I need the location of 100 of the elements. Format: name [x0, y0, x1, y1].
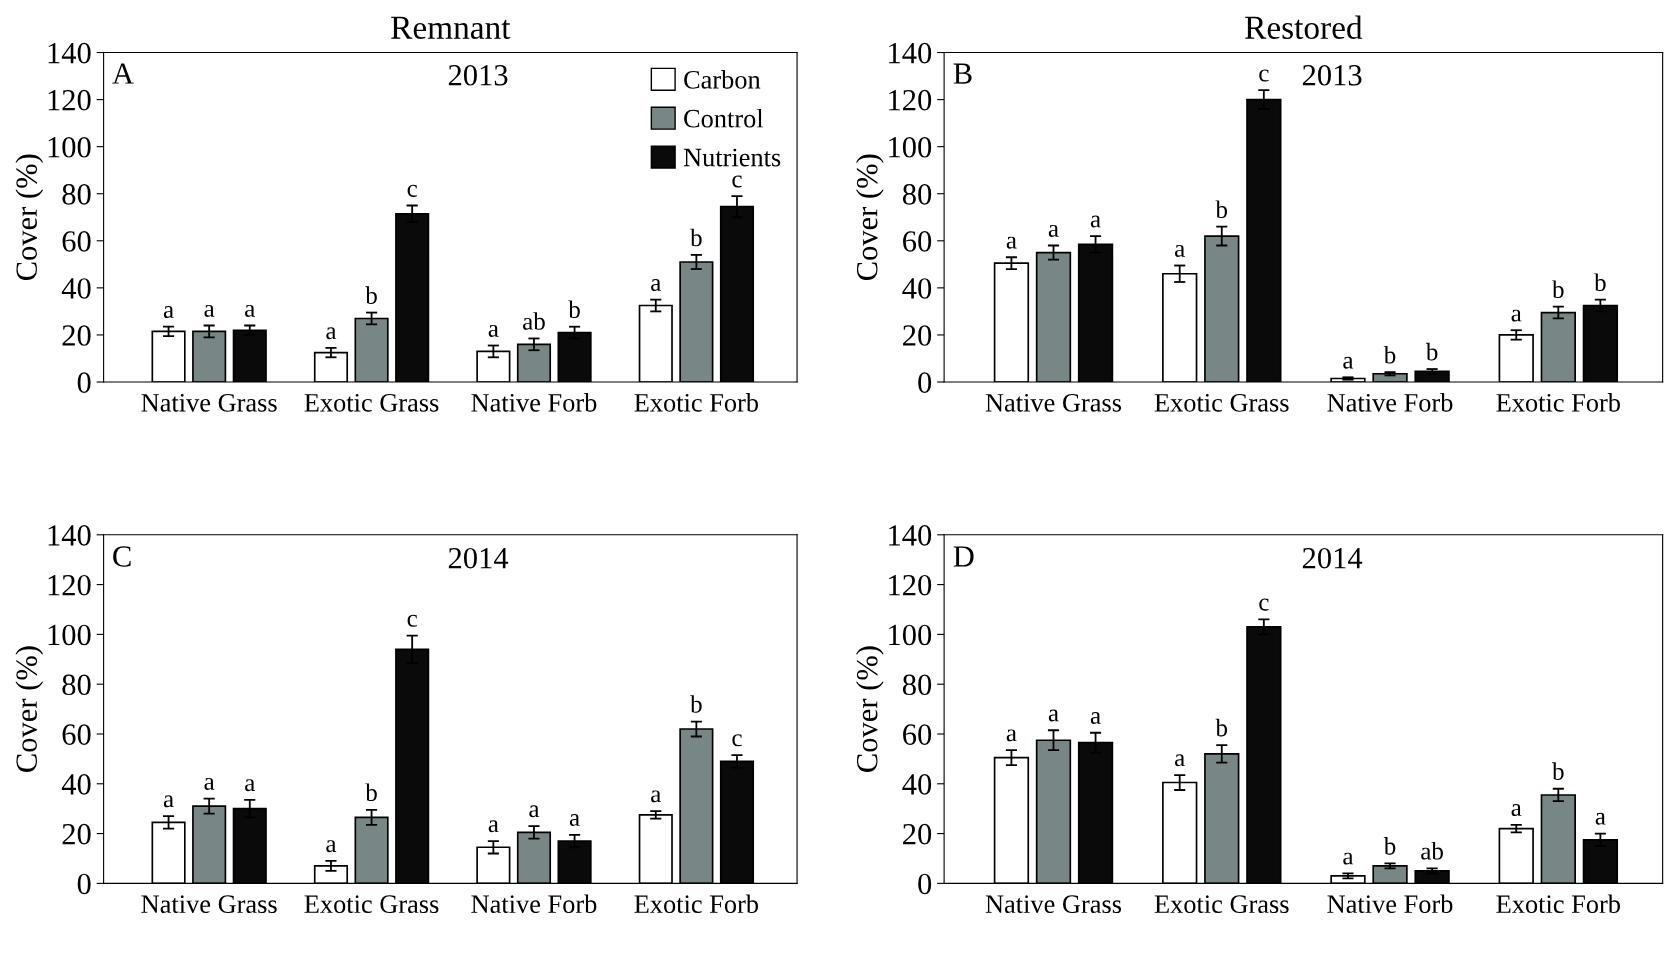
y-axis-title: Cover (%) [855, 154, 884, 281]
data-label: a [488, 820, 499, 833]
data-label: b [1552, 762, 1564, 780]
data-label: a [204, 304, 215, 317]
annotation: 2013 [1302, 64, 1362, 86]
data-label: b [1215, 200, 1228, 219]
annotation: B [953, 63, 972, 84]
data-label: b [1383, 345, 1396, 364]
data-label: b [1215, 718, 1228, 737]
annotation: A [112, 63, 134, 84]
y-tick-label: 140 [889, 525, 932, 546]
x-tick-label: Exotic Grass [304, 393, 439, 412]
data-label: a [569, 814, 580, 827]
y-tick-label: 80 [902, 674, 932, 696]
x-tick-label: Native Forb [471, 894, 597, 914]
chart-title: Remnant [391, 16, 511, 39]
data-label: a [163, 795, 174, 808]
data-label: b [365, 286, 377, 304]
y-tick-label: 0 [77, 372, 91, 393]
y-tick-label: 120 [48, 574, 91, 596]
data-label: c [1259, 69, 1269, 82]
data-label: a [1090, 711, 1101, 724]
y-tick-label: 100 [889, 624, 932, 646]
x-tick-label: Native Forb [1327, 894, 1453, 914]
y-tick-label: 120 [889, 574, 932, 596]
x-tick-label: Exotic Grass [1154, 895, 1289, 914]
data-label: a [529, 805, 540, 818]
data-label: a [651, 279, 661, 292]
y-tick-label: 40 [902, 278, 932, 299]
x-tick-label: Exotic Grass [1154, 393, 1289, 412]
y-tick-label: 80 [902, 184, 932, 205]
annotation: D [953, 546, 974, 567]
y-tick-label: 40 [61, 774, 91, 795]
y-tick-label: 100 [889, 136, 932, 158]
x-tick-label: Exotic Forb [634, 894, 759, 914]
data-label: a [651, 790, 661, 803]
x-tick-label: Native Grass [985, 393, 1122, 412]
data-label: a [1006, 729, 1017, 742]
data-label: c [407, 184, 417, 197]
x-tick-label: Native Forb [1327, 393, 1453, 412]
y-tick-label: 120 [889, 89, 932, 111]
data-label: ab [1421, 842, 1443, 860]
data-label: a [163, 306, 174, 319]
data-label: a [245, 779, 255, 792]
data-label: b [1383, 837, 1396, 855]
data-label: a [1175, 244, 1185, 257]
data-label: a [1048, 224, 1059, 237]
data-label: b [365, 783, 377, 802]
data-label: c [732, 734, 742, 747]
data-label: a [204, 777, 215, 790]
x-tick-label: Exotic Forb [634, 393, 759, 412]
legend-label: Carbon [684, 70, 761, 89]
data-label: c [407, 614, 417, 627]
x-tick-label: Exotic Forb [1496, 894, 1620, 914]
data-label: a [488, 324, 499, 337]
y-tick-label: 0 [918, 873, 932, 895]
y-tick-label: 20 [903, 823, 932, 845]
data-label: b [568, 300, 580, 319]
y-tick-label: 40 [61, 278, 91, 299]
data-label: a [1511, 309, 1522, 322]
chart-title: Restored [1245, 15, 1363, 39]
data-label: a [245, 304, 255, 317]
data-label: a [326, 327, 337, 340]
data-label: a [1048, 709, 1059, 722]
y-tick-label: 60 [62, 724, 91, 745]
y-axis-title: Cover (%) [855, 646, 884, 772]
annotation: C [113, 546, 131, 567]
data-label: b [1552, 280, 1564, 299]
y-axis-title: Cover (%) [15, 154, 44, 281]
data-label: c [1259, 598, 1269, 611]
y-tick-label: 40 [902, 774, 932, 795]
x-tick-label: Exotic Forb [1496, 393, 1620, 412]
y-tick-label: 100 [48, 136, 91, 158]
legend-label: Control [684, 108, 764, 128]
data-label: b [1594, 273, 1606, 292]
data-label: a [1090, 215, 1101, 228]
data-label: a [1343, 852, 1354, 865]
x-tick-label: Native Forb [471, 393, 597, 412]
legend-label: Nutrients [683, 148, 781, 167]
data-label: a [326, 840, 337, 853]
y-tick-label: 0 [918, 372, 932, 393]
y-tick-label: 140 [48, 42, 91, 64]
x-tick-label: Exotic Grass [304, 895, 439, 914]
y-tick-label: 100 [48, 624, 91, 646]
annotation: 2014 [448, 547, 509, 569]
y-tick-label: 60 [903, 724, 932, 745]
y-tick-label: 20 [62, 823, 91, 845]
y-tick-label: 80 [62, 674, 91, 696]
y-tick-label: 140 [889, 42, 932, 64]
y-axis-title: Cover (%) [15, 646, 44, 772]
data-label: ab [523, 312, 545, 330]
data-label: a [1595, 812, 1606, 825]
x-tick-label: Native Grass [141, 895, 277, 914]
x-tick-label: Native Grass [141, 393, 277, 412]
y-tick-label: 80 [62, 184, 91, 205]
annotation: 2014 [1302, 547, 1363, 569]
data-label: b [690, 695, 702, 713]
annotation: 2013 [448, 64, 508, 86]
data-label: a [1511, 804, 1522, 817]
y-tick-label: 20 [62, 325, 91, 346]
